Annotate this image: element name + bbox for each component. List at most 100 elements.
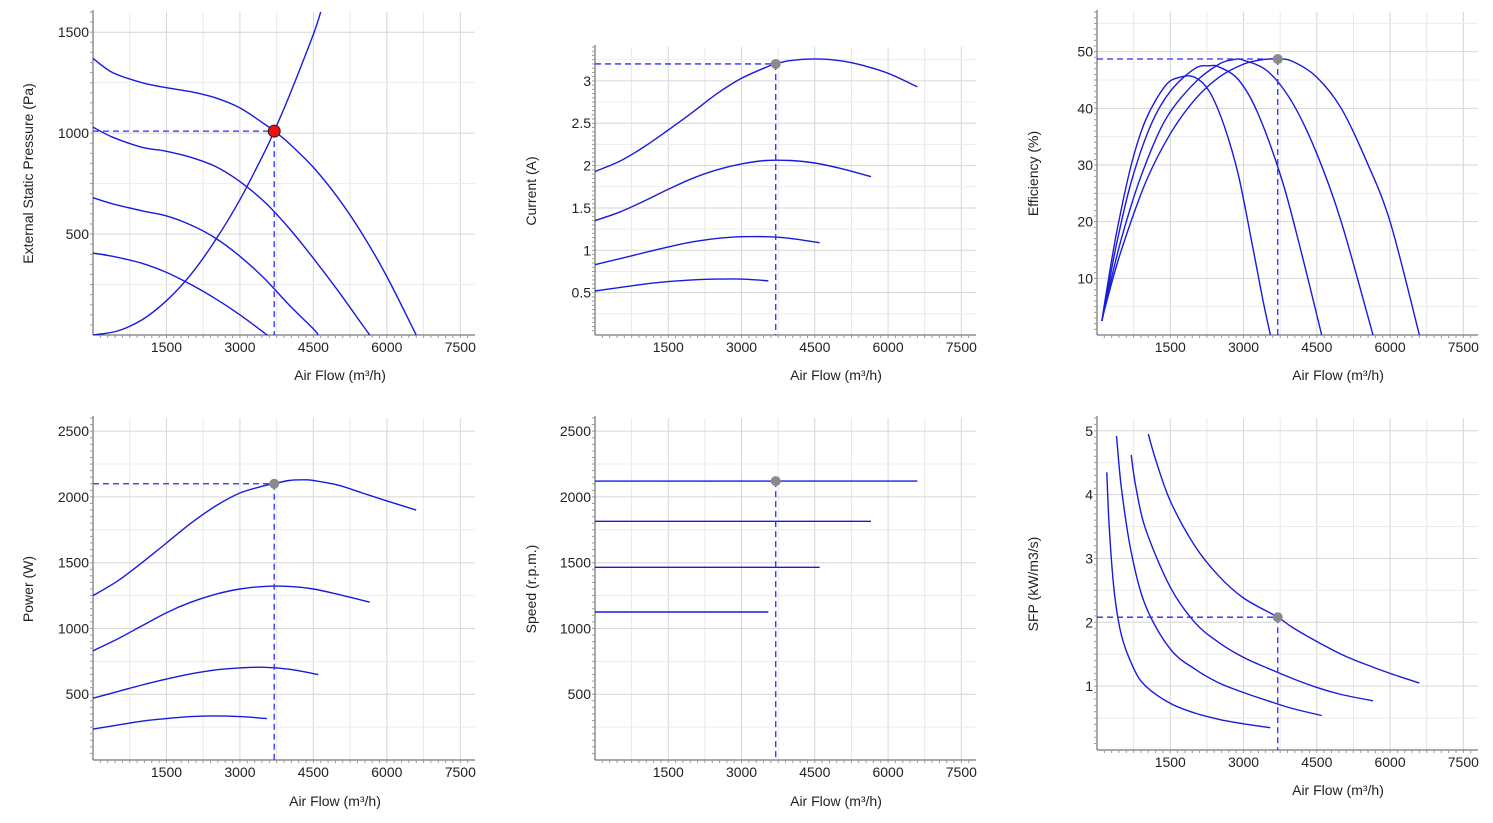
x-tick-label: 6000 bbox=[371, 339, 402, 355]
y-tick-label: 2.5 bbox=[572, 115, 592, 131]
x-tick-label: 4500 bbox=[298, 764, 329, 780]
y-tick-label: 50 bbox=[1077, 44, 1093, 60]
x-tick-label: 4500 bbox=[1301, 339, 1332, 355]
series-line-5 bbox=[92, 11, 322, 336]
x-tick-label: 1500 bbox=[653, 339, 684, 355]
x-axis-title: Air Flow (m³/h) bbox=[1292, 782, 1384, 798]
series-line-1 bbox=[594, 58, 918, 173]
x-tick-label: 1500 bbox=[1155, 754, 1186, 770]
series-line-2 bbox=[92, 126, 371, 336]
operating-point-marker[interactable] bbox=[770, 476, 781, 487]
chart-panel-speed: 1500 3000 4500 6000 7500 500 1000 1500 2000 2500 A… bbox=[523, 416, 977, 809]
y-tick-label: 4 bbox=[1085, 487, 1093, 503]
y-tick-label: 2500 bbox=[58, 423, 89, 439]
chart-panel-efficiency: 1500 3000 4500 6000 7500 10 20 30 40 50 Air Flow (… bbox=[1025, 10, 1479, 383]
y-tick-label: 30 bbox=[1077, 157, 1093, 173]
x-tick-label: 3000 bbox=[726, 764, 757, 780]
x-tick-label: 4500 bbox=[799, 339, 830, 355]
y-tick-label: 10 bbox=[1077, 270, 1093, 286]
operating-point-marker[interactable] bbox=[1272, 612, 1283, 623]
operating-point-marker[interactable] bbox=[770, 58, 781, 69]
y-tick-label: 1 bbox=[1085, 678, 1093, 694]
x-tick-label: 6000 bbox=[1374, 754, 1405, 770]
operating-point-marker[interactable] bbox=[269, 478, 280, 489]
x-axis-title: Air Flow (m³/h) bbox=[790, 367, 882, 383]
y-axis-title: Speed (r.p.m.) bbox=[523, 545, 539, 634]
series-line-3 bbox=[1115, 435, 1322, 717]
y-tick-label: 5 bbox=[1085, 423, 1093, 439]
y-tick-label: 2000 bbox=[560, 489, 591, 505]
y-axis-title: Power (W) bbox=[20, 556, 36, 622]
x-tick-label: 7500 bbox=[445, 764, 476, 780]
series-line-1 bbox=[1101, 75, 1272, 336]
y-axis-title: External Static Pressure (Pa) bbox=[20, 83, 36, 264]
y-tick-label: 2 bbox=[583, 158, 591, 174]
chart-panel-pressure: 1500 3000 4500 6000 7500 500 1000 1500 Air Flow … bbox=[20, 10, 476, 383]
x-tick-label: 4500 bbox=[1301, 754, 1332, 770]
x-tick-label: 7500 bbox=[1448, 754, 1479, 770]
x-axis-title: Air Flow (m³/h) bbox=[289, 793, 381, 809]
x-tick-label: 6000 bbox=[872, 339, 903, 355]
y-axis-title: Current (A) bbox=[523, 156, 539, 225]
y-tick-label: 2 bbox=[1085, 614, 1093, 630]
y-tick-label: 40 bbox=[1077, 100, 1093, 116]
y-tick-label: 500 bbox=[66, 226, 90, 242]
series-line-4 bbox=[1101, 58, 1421, 336]
x-axis-title: Air Flow (m³/h) bbox=[294, 367, 386, 383]
x-tick-label: 3000 bbox=[1228, 754, 1259, 770]
y-tick-label: 1000 bbox=[560, 620, 591, 636]
y-axis-title: Efficiency (%) bbox=[1025, 131, 1041, 216]
series-line-4 bbox=[92, 252, 268, 336]
series-line-2 bbox=[594, 159, 872, 222]
x-tick-label: 7500 bbox=[946, 339, 977, 355]
y-tick-label: 20 bbox=[1077, 214, 1093, 230]
y-tick-label: 3 bbox=[1085, 550, 1093, 566]
y-tick-label: 1500 bbox=[58, 555, 89, 571]
operating-point-marker[interactable] bbox=[1272, 54, 1283, 65]
series-line-4 bbox=[594, 278, 769, 292]
x-tick-label: 1500 bbox=[151, 764, 182, 780]
series-line-3 bbox=[92, 666, 319, 699]
y-tick-label: 1000 bbox=[58, 620, 89, 636]
series-line-2 bbox=[1101, 64, 1323, 336]
x-axis-title: Air Flow (m³/h) bbox=[1292, 367, 1384, 383]
y-tick-label: 1500 bbox=[560, 555, 591, 571]
chart-panel-power: 1500 3000 4500 6000 7500 500 1000 1500 2000 2500 A… bbox=[20, 416, 476, 809]
y-tick-label: 1000 bbox=[58, 125, 89, 141]
y-tick-label: 1 bbox=[583, 242, 591, 258]
x-tick-label: 7500 bbox=[445, 339, 476, 355]
chart-panel-current: 1500 3000 4500 6000 7500 0.5 1 1.5 2 2.5 3 Air Flow… bbox=[523, 45, 977, 383]
x-tick-label: 7500 bbox=[946, 764, 977, 780]
y-axis-title: SFP (kW/m3/s) bbox=[1025, 537, 1041, 632]
y-tick-label: 2500 bbox=[560, 423, 591, 439]
series-line-2 bbox=[92, 585, 370, 652]
y-tick-label: 0.5 bbox=[572, 285, 592, 301]
chart-panel-sfp: 1500 3000 4500 6000 7500 1 2 3 4 5 Air Flow (m³/h)… bbox=[1025, 416, 1479, 798]
series-line-2 bbox=[1130, 454, 1374, 702]
y-tick-label: 1500 bbox=[58, 24, 89, 40]
x-tick-label: 4500 bbox=[799, 764, 830, 780]
y-tick-label: 2000 bbox=[58, 489, 89, 505]
series-line-4 bbox=[1106, 472, 1271, 729]
series-line-1 bbox=[92, 57, 417, 336]
x-tick-label: 7500 bbox=[1448, 339, 1479, 355]
x-tick-label: 4500 bbox=[298, 339, 329, 355]
x-tick-label: 6000 bbox=[1374, 339, 1405, 355]
series-line-3 bbox=[594, 235, 820, 266]
x-tick-label: 6000 bbox=[872, 764, 903, 780]
series-line-3 bbox=[92, 197, 319, 336]
series-line-3 bbox=[1101, 58, 1374, 336]
y-tick-label: 500 bbox=[66, 686, 90, 702]
x-tick-label: 3000 bbox=[224, 339, 255, 355]
x-tick-label: 1500 bbox=[653, 764, 684, 780]
x-tick-label: 3000 bbox=[1228, 339, 1259, 355]
x-tick-label: 3000 bbox=[726, 339, 757, 355]
series-line-4 bbox=[92, 715, 267, 730]
x-axis-title: Air Flow (m³/h) bbox=[790, 793, 882, 809]
operating-point-marker[interactable] bbox=[267, 124, 281, 138]
y-tick-label: 500 bbox=[568, 686, 592, 702]
x-tick-label: 1500 bbox=[1155, 339, 1186, 355]
x-tick-label: 1500 bbox=[151, 339, 182, 355]
y-tick-label: 1.5 bbox=[572, 200, 592, 216]
